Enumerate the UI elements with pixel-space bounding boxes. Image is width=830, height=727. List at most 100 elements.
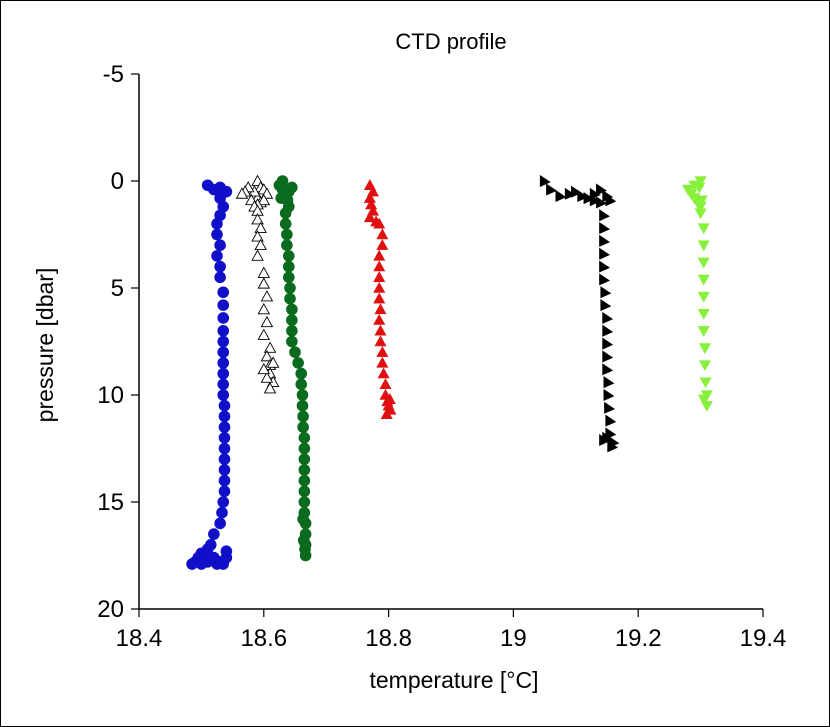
data-point xyxy=(218,442,231,455)
data-point xyxy=(602,324,614,337)
y-tick-label: -5 xyxy=(103,61,124,88)
data-point xyxy=(373,249,386,261)
data-point xyxy=(251,230,264,242)
x-tick-label: 18.6 xyxy=(240,625,287,652)
data-point xyxy=(263,382,277,394)
data-point xyxy=(218,464,231,476)
x-axis-label: temperature [°C] xyxy=(370,667,539,693)
data-point xyxy=(697,291,710,303)
data-point xyxy=(289,346,301,359)
data-point xyxy=(296,399,309,412)
data-point xyxy=(603,388,615,401)
data-point xyxy=(211,250,223,262)
y-tick-label: 15 xyxy=(97,489,124,516)
data-point xyxy=(577,189,589,202)
data-point xyxy=(374,303,387,315)
data-point xyxy=(218,431,231,444)
data-point xyxy=(251,249,264,261)
data-point xyxy=(257,277,271,289)
data-point xyxy=(284,292,296,305)
data-point xyxy=(693,182,706,194)
data-point xyxy=(373,281,386,293)
data-point xyxy=(376,228,389,240)
data-point xyxy=(297,421,309,433)
data-point xyxy=(377,367,390,379)
data-point xyxy=(217,378,230,391)
data-point xyxy=(298,485,311,498)
x-tick-label: 19.2 xyxy=(615,625,662,652)
chart-title: CTD profile xyxy=(395,29,506,54)
data-point xyxy=(376,346,389,357)
data-point xyxy=(296,389,309,401)
data-point xyxy=(602,311,614,324)
data-point xyxy=(214,260,226,273)
data-point xyxy=(602,350,614,363)
data-point xyxy=(217,367,230,380)
data-point xyxy=(217,324,230,337)
data-point xyxy=(697,257,710,269)
data-point xyxy=(257,302,271,315)
data-point xyxy=(220,545,233,558)
data-point xyxy=(600,286,612,299)
data-point xyxy=(217,299,230,311)
data-point xyxy=(235,187,249,199)
data-point xyxy=(599,260,610,273)
data-point xyxy=(564,187,576,200)
data-point xyxy=(298,431,311,444)
data-point xyxy=(376,239,389,250)
data-point xyxy=(217,335,230,348)
data-point xyxy=(599,209,610,222)
data-point xyxy=(218,410,231,423)
data-point xyxy=(602,337,614,350)
data-point xyxy=(555,189,567,202)
data-point xyxy=(286,314,298,326)
data-point xyxy=(376,356,389,368)
data-point xyxy=(214,239,226,251)
data-point xyxy=(282,260,295,273)
data-point xyxy=(251,213,264,225)
data-point xyxy=(257,193,271,206)
y-tick-label: 20 xyxy=(97,596,124,623)
data-point xyxy=(299,543,311,555)
data-point xyxy=(600,299,612,312)
data-point xyxy=(373,271,386,283)
data-points xyxy=(186,174,713,570)
data-point xyxy=(295,378,308,391)
data-point xyxy=(383,393,396,404)
data-point xyxy=(298,442,311,455)
data-point xyxy=(208,183,220,196)
x-ticks: 18.4 18.6 18.8 19 19.2 19.4 xyxy=(116,609,786,652)
data-point xyxy=(217,496,230,508)
data-point xyxy=(605,414,617,427)
data-point xyxy=(596,183,607,196)
data-point xyxy=(217,346,230,359)
data-point xyxy=(699,377,712,389)
data-point xyxy=(279,207,292,219)
data-point xyxy=(218,399,231,412)
data-point xyxy=(204,553,217,566)
y-ticks: -5 0 5 10 15 20 xyxy=(97,61,139,623)
data-point xyxy=(599,247,610,260)
data-point xyxy=(211,228,223,241)
data-point xyxy=(298,496,311,508)
data-point xyxy=(539,174,551,187)
data-point xyxy=(374,324,387,336)
data-point xyxy=(282,250,295,262)
data-point xyxy=(697,308,710,320)
data-point xyxy=(218,474,231,487)
data-point xyxy=(695,195,708,207)
data-point xyxy=(260,290,274,302)
data-point xyxy=(697,274,710,286)
data-point xyxy=(298,453,311,466)
data-point xyxy=(263,341,277,353)
data-point xyxy=(218,453,231,466)
data-point xyxy=(281,239,293,251)
data-point xyxy=(697,394,710,406)
data-point xyxy=(257,362,271,375)
data-point xyxy=(218,421,231,433)
data-point xyxy=(279,218,292,230)
data-point xyxy=(281,228,293,241)
data-point xyxy=(546,183,557,196)
data-point xyxy=(297,410,309,423)
